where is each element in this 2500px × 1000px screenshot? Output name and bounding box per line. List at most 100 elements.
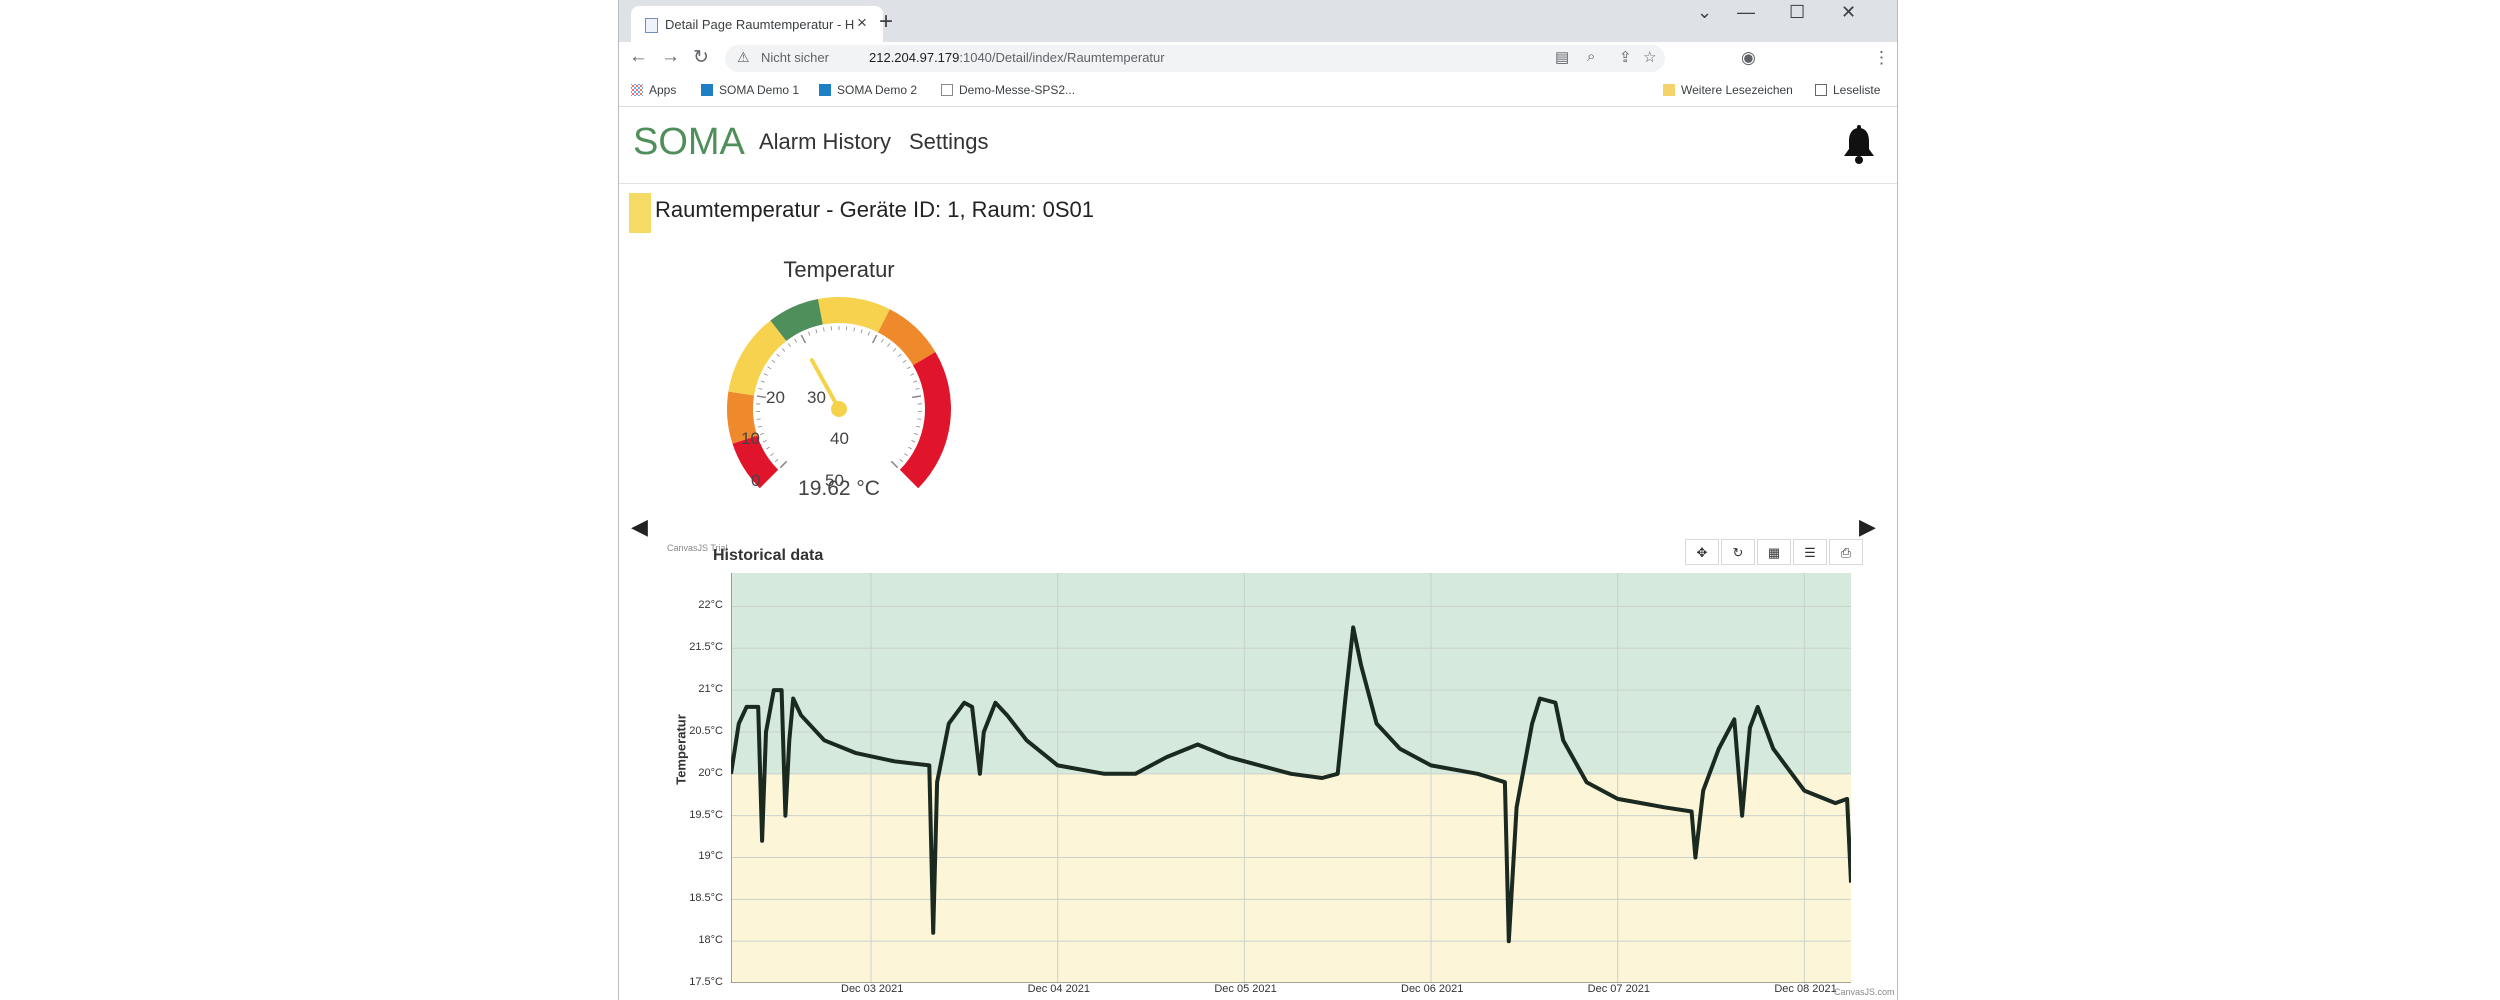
tab-search-icon[interactable]: ⌄ bbox=[1697, 2, 1713, 22]
gauge-tick-mark bbox=[867, 331, 870, 336]
gauge-band-6 bbox=[899, 351, 951, 489]
device-title: Raumtemperatur - Geräte ID: 1, Raum: 0S0… bbox=[655, 197, 1094, 222]
x-tick-label: Dec 08 2021 bbox=[1774, 983, 1837, 995]
bookmark-star-icon[interactable]: ☆ bbox=[1643, 49, 1657, 66]
gauge-tick-mark bbox=[758, 387, 763, 390]
profile-avatar-icon[interactable]: ◉ bbox=[1741, 48, 1756, 67]
gauge-tick-10: 10 bbox=[741, 429, 760, 448]
gauge-tick-mark bbox=[871, 334, 878, 344]
export-button[interactable]: ⎙ bbox=[1829, 539, 1863, 565]
new-tab-button[interactable]: + bbox=[879, 8, 894, 35]
y-tick-label: 19°C bbox=[698, 850, 723, 863]
trial-watermark: CanvasJS Trial bbox=[667, 543, 728, 553]
back-button[interactable]: ← bbox=[629, 46, 648, 67]
x-tick-label: Dec 03 2021 bbox=[841, 983, 904, 995]
pan-button[interactable]: ✥ bbox=[1685, 539, 1719, 565]
url-host: 212.204.97.179 bbox=[869, 50, 960, 65]
address-bar[interactable]: ⚠ Nicht sicher 212.204.97.179:1040/Detai… bbox=[725, 45, 1665, 72]
gauge-tick-mark bbox=[910, 373, 915, 376]
gauge-tick-mark bbox=[760, 380, 765, 383]
gauge-tick-mark bbox=[914, 433, 919, 436]
bookmark-soma-demo-2[interactable]: SOMA Demo 2 bbox=[819, 83, 917, 97]
brand-logo[interactable]: SOMA bbox=[633, 121, 745, 163]
gauge-title: Temperatur bbox=[783, 257, 895, 282]
y-tick-label: 18°C bbox=[698, 934, 723, 947]
site-icon bbox=[701, 84, 713, 96]
x-tick-label: Dec 07 2021 bbox=[1587, 983, 1651, 995]
gauge-tick-mark bbox=[887, 343, 891, 347]
gauge-tick-mark bbox=[897, 353, 902, 358]
y-tick-label: 21.5°C bbox=[689, 641, 723, 654]
nav-settings[interactable]: Settings bbox=[909, 129, 989, 154]
gauge-tick-mark bbox=[766, 446, 770, 450]
reset-button[interactable]: ↻ bbox=[1721, 539, 1755, 565]
maximize-button[interactable]: ☐ bbox=[1789, 2, 1806, 22]
tab-strip: Detail Page Raumtemperatur - H × + ⌄ — ☐… bbox=[619, 0, 1897, 42]
next-arrow-icon[interactable]: ▶ bbox=[1859, 514, 1876, 539]
gauge-tick-mark bbox=[756, 418, 761, 420]
menu-icon[interactable]: ⋮ bbox=[1873, 48, 1890, 67]
gauge-tick-mark bbox=[763, 373, 768, 376]
gauge-tick-mark bbox=[890, 460, 899, 469]
plot-area bbox=[731, 573, 1851, 983]
warning-icon[interactable]: ⚠ bbox=[737, 49, 750, 65]
gauge-pivot bbox=[831, 401, 847, 417]
share-icon[interactable]: ⇪ bbox=[1619, 49, 1632, 66]
bookmark-soma-demo-1[interactable]: SOMA Demo 1 bbox=[701, 83, 799, 97]
zoom-icon[interactable]: ⌕ bbox=[1587, 48, 1596, 65]
threshold-band-0 bbox=[731, 573, 1851, 774]
translate-icon[interactable]: ▤ bbox=[1555, 49, 1570, 66]
gauge-tick-mark bbox=[880, 338, 884, 343]
url-text[interactable]: 212.204.97.179:1040/Detail/index/Raumtem… bbox=[869, 50, 1165, 65]
bell-icon[interactable] bbox=[1841, 125, 1877, 165]
app-navbar: SOMA Alarm History Settings bbox=[619, 107, 1897, 184]
nav-alarm-history[interactable]: Alarm History bbox=[759, 129, 892, 154]
close-window-button[interactable]: ✕ bbox=[1841, 2, 1857, 22]
reading-list-icon bbox=[1815, 84, 1827, 96]
bookmark-apps[interactable]: Apps bbox=[631, 83, 676, 97]
browser-toolbar: ← → ↻ ⚠ Nicht sicher 212.204.97.179:1040… bbox=[619, 42, 1897, 76]
reload-button[interactable]: ↻ bbox=[693, 47, 709, 68]
forward-button[interactable]: → bbox=[661, 46, 680, 67]
canvasjs-credit: CanvasJS.com bbox=[1834, 987, 1895, 997]
browser-window: Detail Page Raumtemperatur - H × + ⌄ — ☐… bbox=[618, 0, 1898, 1000]
gauge-tick-mark bbox=[771, 359, 776, 363]
bookmark-label: Leseliste bbox=[1833, 83, 1881, 97]
url-path: :1040/Detail/index/Raumtemperatur bbox=[959, 50, 1165, 65]
gauge-tick-mark bbox=[787, 343, 791, 347]
bookmark-demo-messe[interactable]: Demo-Messe-SPS2... bbox=[941, 83, 1075, 97]
temperature-gauge: Temperatur 0 10 20 30 40 50 19.62 °C bbox=[719, 257, 959, 517]
minimize-button[interactable]: — bbox=[1737, 2, 1755, 22]
bookmark-other[interactable]: Weitere Lesezeichen bbox=[1663, 83, 1793, 97]
security-label[interactable]: Nicht sicher bbox=[761, 50, 829, 65]
x-tick-label: Dec 06 2021 bbox=[1401, 983, 1464, 995]
page-icon bbox=[645, 18, 658, 33]
gauge-tick-mark bbox=[860, 329, 863, 334]
gauge-tick-mark bbox=[892, 348, 897, 352]
gauge-tick-mark bbox=[915, 387, 920, 390]
y-tick-label: 20°C bbox=[698, 766, 723, 779]
gauge-tick-0: 0 bbox=[751, 471, 761, 490]
gauge-tick-mark bbox=[911, 395, 922, 399]
gauge-band-5 bbox=[878, 309, 936, 366]
browser-tab[interactable]: Detail Page Raumtemperatur - H × bbox=[631, 6, 883, 42]
bookmarks-bar: Apps SOMA Demo 1 SOMA Demo 2 Demo-Messe-… bbox=[619, 76, 1897, 107]
gauge-tick-mark bbox=[902, 359, 907, 363]
list-button[interactable]: ☰ bbox=[1793, 539, 1827, 565]
gauge-tick-mark bbox=[779, 460, 788, 469]
x-tick-label: Dec 05 2021 bbox=[1214, 983, 1277, 995]
gauge-tick-mark bbox=[762, 440, 767, 443]
y-tick-label: 22°C bbox=[698, 599, 723, 612]
y-tick-label: 20.5°C bbox=[689, 724, 723, 737]
site-icon bbox=[819, 84, 831, 96]
gauge-dial bbox=[727, 297, 951, 489]
gauge-readout: 19.62 °C bbox=[798, 477, 880, 500]
close-tab-icon[interactable]: × bbox=[857, 13, 867, 32]
previous-arrow-icon[interactable]: ◀ bbox=[631, 514, 648, 539]
gauge-tick-mark bbox=[781, 348, 786, 352]
reading-list[interactable]: Leseliste bbox=[1815, 83, 1880, 97]
gauge-needle bbox=[809, 358, 841, 411]
chart-type-button[interactable]: ▦ bbox=[1757, 539, 1791, 565]
apps-grid-icon bbox=[631, 84, 643, 96]
historical-chart: CanvasJS Trial Historical data ✥ ↻ ▦ ☰ ⎙… bbox=[659, 537, 1895, 1000]
